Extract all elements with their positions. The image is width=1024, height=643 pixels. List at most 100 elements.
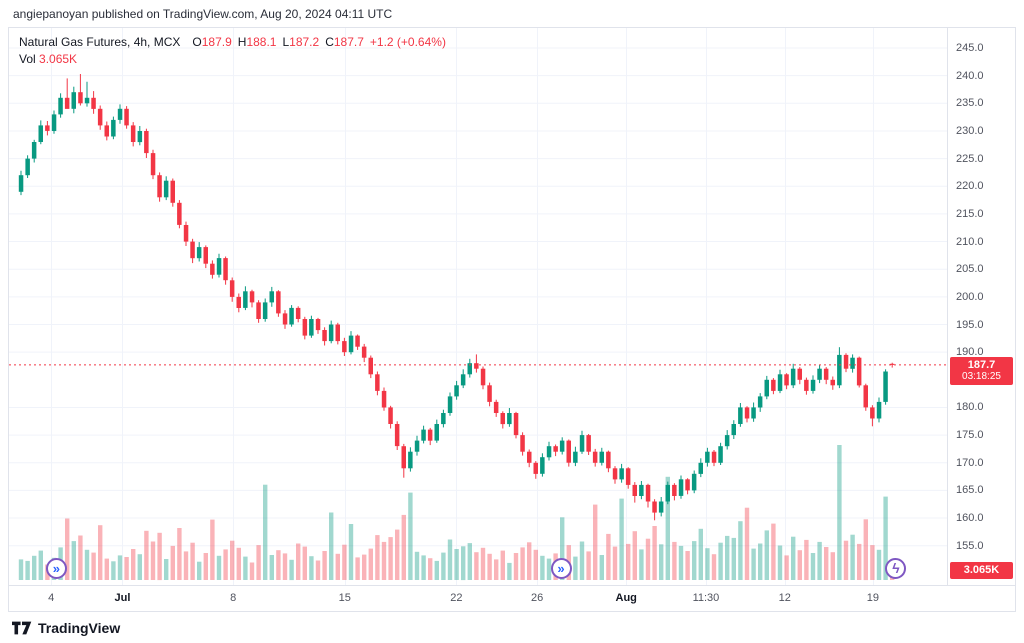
volume-bar [705, 548, 710, 580]
open-value: 187.9 [201, 35, 232, 49]
volume-bar [652, 526, 657, 580]
change-value: +1.2 (+0.64%) [369, 35, 446, 49]
volume-bar [98, 525, 103, 580]
candle [104, 125, 109, 137]
volume-bar [117, 555, 123, 580]
candle [724, 435, 730, 447]
time-tick-label: 26 [530, 592, 544, 604]
candle [672, 484, 677, 496]
chart-container: Natural Gas Futures, 4h, MCX O187.9 H188.1… [8, 27, 1016, 612]
candle [210, 263, 215, 275]
volume-bar [230, 540, 235, 580]
fast-forward-marker-icon[interactable]: » [45, 558, 67, 579]
candle [262, 302, 268, 319]
volume-bar [296, 543, 301, 580]
candle [823, 368, 829, 380]
volume-bar [282, 553, 288, 580]
candle [876, 401, 882, 419]
candle [335, 324, 340, 342]
candle [276, 291, 281, 314]
candle [388, 407, 393, 424]
candle [64, 97, 70, 109]
price-tick-label: 240.0 [956, 69, 984, 82]
candle [751, 407, 756, 419]
volume-bar [824, 547, 829, 580]
candle [625, 468, 631, 485]
candle [454, 385, 459, 397]
volume-bar [560, 517, 565, 580]
price-tick-label: 180.0 [956, 401, 984, 414]
price-tick-label: 210.0 [956, 235, 984, 248]
open-label: O [192, 35, 202, 49]
candle [309, 319, 314, 336]
candle [322, 330, 327, 342]
candle [414, 440, 420, 452]
candle [520, 435, 525, 452]
chart-plot-area[interactable]: Natural Gas Futures, 4h, MCX O187.9 H188.1… [9, 28, 947, 585]
volume-bar [25, 560, 30, 580]
volume-bar [573, 556, 578, 580]
volume-bar [269, 555, 274, 580]
time-tick-label: Jul [114, 592, 131, 604]
chart-legend: Natural Gas Futures, 4h, MCX O187.9 H188.1… [19, 34, 446, 68]
volume-bar [137, 554, 142, 580]
volume-bar [223, 549, 228, 580]
candle [223, 258, 228, 281]
candle [507, 413, 512, 425]
candle [467, 363, 472, 375]
last-price-value: 187.7 [967, 358, 996, 371]
price-tick-label: 220.0 [956, 180, 984, 193]
volume-bar [817, 541, 822, 580]
volume-bar [672, 541, 677, 580]
time-tick-label: 4 [48, 592, 55, 604]
lightning-marker-icon[interactable]: ϟ [885, 558, 907, 579]
candle [38, 125, 43, 142]
time-tick-label: 11:30 [692, 592, 720, 604]
candle [78, 92, 83, 104]
volume-bar [131, 549, 136, 580]
candle [289, 307, 294, 325]
volume-bar [797, 550, 802, 580]
volume-bar [428, 558, 433, 580]
candle [401, 446, 406, 469]
candle [790, 368, 796, 386]
volume-bar [678, 545, 684, 580]
price-axis[interactable]: 187.7 03:18:25 3.065K 245.0 240.0 235.0 230… [947, 28, 1015, 585]
volume-bar [263, 484, 268, 580]
volume-bar [527, 542, 532, 580]
volume-bar [751, 548, 756, 580]
close-value: 187.7 [333, 35, 364, 49]
candle [738, 407, 743, 424]
candle [355, 335, 360, 347]
volume-bar [362, 554, 367, 580]
last-price-badge: 187.7 03:18:25 [950, 356, 1013, 385]
volume-bar [494, 559, 499, 580]
candle [652, 501, 657, 513]
low-label: L [282, 35, 290, 49]
candle [375, 374, 380, 391]
candle [705, 451, 710, 463]
candle [711, 451, 717, 463]
volume-bar [738, 521, 743, 580]
candle [599, 451, 604, 463]
symbol-title[interactable]: Natural Gas Futures, 4h, MCX [19, 35, 181, 49]
fast-forward-marker-icon[interactable]: » [550, 558, 572, 579]
candle [381, 390, 387, 408]
candle [163, 180, 169, 198]
volume-bar [520, 547, 525, 580]
price-tick-label: 200.0 [956, 290, 984, 303]
volume-bar [507, 562, 512, 580]
candlestick-chart[interactable] [9, 28, 947, 585]
volume-bar [692, 541, 697, 580]
volume-bar [111, 561, 116, 580]
volume-bar [335, 553, 340, 580]
volume-bar [216, 555, 222, 580]
volume-bar [725, 535, 730, 580]
candle [117, 108, 123, 120]
candle [25, 158, 30, 176]
candle [408, 451, 413, 469]
candle [658, 501, 664, 513]
tradingview-logo[interactable]: TradingView [12, 620, 120, 636]
price-tick-label: 215.0 [956, 207, 984, 220]
time-axis[interactable]: 4 Jul 8 15 22 26 Aug 11:30 12 19 [9, 585, 1015, 611]
